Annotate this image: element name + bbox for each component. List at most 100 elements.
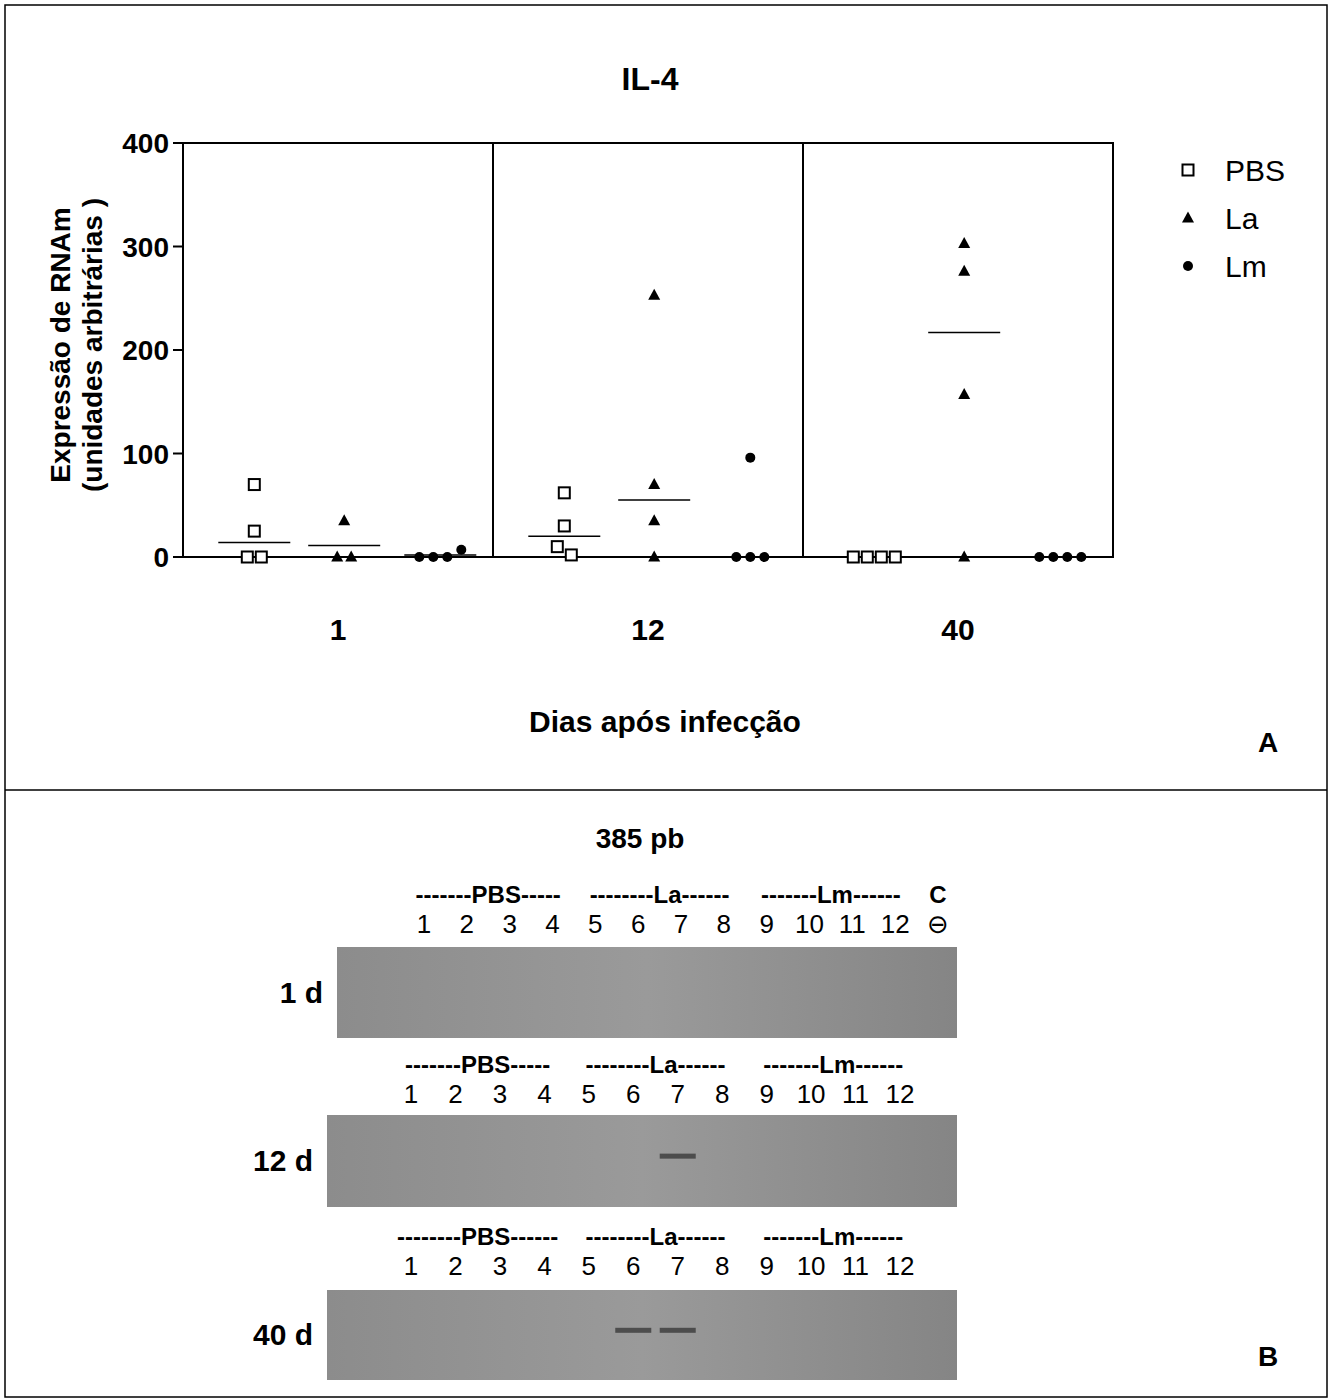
mean-line xyxy=(404,554,476,556)
panel-letter: B xyxy=(1258,1341,1278,1372)
data-point xyxy=(249,526,260,537)
lane-label: 10 xyxy=(797,1079,826,1109)
data-point xyxy=(456,545,466,555)
lane-label: 5 xyxy=(588,909,602,939)
data-point xyxy=(1034,552,1044,562)
data-point xyxy=(428,552,438,562)
lane-label: 6 xyxy=(631,909,645,939)
y-axis-title: Expressão de RNAm xyxy=(45,207,76,482)
panel-letter: A xyxy=(1258,727,1278,758)
data-point xyxy=(559,520,570,531)
lane-label: 11 xyxy=(839,909,866,939)
lane-label: 10 xyxy=(797,1251,826,1281)
figure: IL-4 Expressão de RNAm(unidades arbitrári… xyxy=(0,0,1332,1400)
lane-label: 9 xyxy=(759,909,773,939)
y-tick xyxy=(173,142,183,144)
figure-frame xyxy=(5,5,1327,1397)
data-point xyxy=(1076,552,1086,562)
mean-line xyxy=(218,542,290,544)
data-point xyxy=(242,552,253,563)
data-point xyxy=(256,552,267,563)
data-point xyxy=(566,549,577,560)
lane-label: 7 xyxy=(674,909,688,939)
panel-separator xyxy=(802,143,804,557)
lane-label: 7 xyxy=(670,1079,684,1109)
data-point xyxy=(731,552,741,562)
y-tick xyxy=(173,246,183,248)
lane-group-label: -------Lm------ xyxy=(763,1223,903,1250)
panel-divider xyxy=(5,789,1327,791)
lane-label: 6 xyxy=(626,1251,640,1281)
lane-group-label: -------Lm------ xyxy=(763,1051,903,1078)
lane-label: 9 xyxy=(759,1079,773,1109)
lane-label: 11 xyxy=(842,1079,869,1109)
lane-label: 11 xyxy=(842,1251,869,1281)
y-tick-label: 200 xyxy=(122,335,169,366)
data-point xyxy=(559,487,570,498)
legend-marker xyxy=(1183,261,1193,271)
x-tick-label: 40 xyxy=(941,613,974,646)
lane-label: 3 xyxy=(493,1251,507,1281)
lane-group-label: -------PBS----- xyxy=(405,1051,550,1078)
gel-title: 385 pb xyxy=(596,823,685,854)
y-tick-label: 400 xyxy=(122,128,169,159)
lane-group-label: --------La------ xyxy=(590,881,730,908)
legend-label: PBS xyxy=(1225,154,1285,187)
data-point xyxy=(745,552,755,562)
data-point xyxy=(345,551,357,562)
y-tick-label: 0 xyxy=(153,542,169,573)
lane-label: 5 xyxy=(582,1079,596,1109)
gel-image xyxy=(327,1115,957,1207)
legend-marker xyxy=(1183,165,1194,176)
gel-row-label: 1 d xyxy=(280,976,323,1009)
mean-line xyxy=(928,332,1000,334)
data-marks xyxy=(218,237,1086,563)
chart-title: IL-4 xyxy=(622,61,679,97)
lane-label: 9 xyxy=(759,1251,773,1281)
lane-label: 2 xyxy=(460,909,474,939)
lane-label: 4 xyxy=(545,909,559,939)
data-point xyxy=(552,541,563,552)
lane-group-label: -------PBS----- xyxy=(416,881,561,908)
data-point xyxy=(338,514,350,525)
y-tick xyxy=(173,349,183,351)
gel-band xyxy=(660,1328,696,1333)
lane-group-label: -------Lm------ xyxy=(761,881,901,908)
lane-group-label: --------La------ xyxy=(586,1223,726,1250)
x-axis-title: Dias após infecção xyxy=(529,705,801,738)
lane-label: 10 xyxy=(795,909,824,939)
y-tick-label: 300 xyxy=(122,232,169,263)
lane-label: 12 xyxy=(886,1251,915,1281)
lane-label: 4 xyxy=(537,1251,551,1281)
y-tick xyxy=(173,556,183,558)
lane-group-label: C xyxy=(929,881,946,908)
lane-label: 5 xyxy=(582,1251,596,1281)
lane-label: 1 xyxy=(417,909,431,939)
data-point xyxy=(648,514,660,525)
plot-frame xyxy=(183,143,1113,557)
lane-group-label: --------PBS------ xyxy=(397,1223,558,1250)
data-point xyxy=(862,552,873,563)
y-tick-label: 100 xyxy=(122,439,169,470)
lane-label: ⊖ xyxy=(927,909,949,939)
lane-label: 1 xyxy=(404,1079,418,1109)
data-point xyxy=(759,552,769,562)
data-point xyxy=(958,237,970,248)
data-point xyxy=(249,479,260,490)
lane-label: 2 xyxy=(448,1079,462,1109)
gel-row-label: 40 d xyxy=(253,1318,313,1351)
gel-image xyxy=(327,1290,957,1380)
mean-line xyxy=(528,536,600,538)
y-axis-title: (unidades arbitrárias ) xyxy=(77,198,108,492)
lane-label: 6 xyxy=(626,1079,640,1109)
gel-band xyxy=(615,1328,651,1333)
lane-label: 2 xyxy=(448,1251,462,1281)
data-point xyxy=(958,551,970,562)
lane-label: 7 xyxy=(670,1251,684,1281)
x-tick-label: 12 xyxy=(631,613,664,646)
lane-label: 12 xyxy=(886,1079,915,1109)
data-point xyxy=(848,552,859,563)
data-point xyxy=(958,265,970,276)
data-point xyxy=(331,551,343,562)
data-point xyxy=(648,478,660,489)
